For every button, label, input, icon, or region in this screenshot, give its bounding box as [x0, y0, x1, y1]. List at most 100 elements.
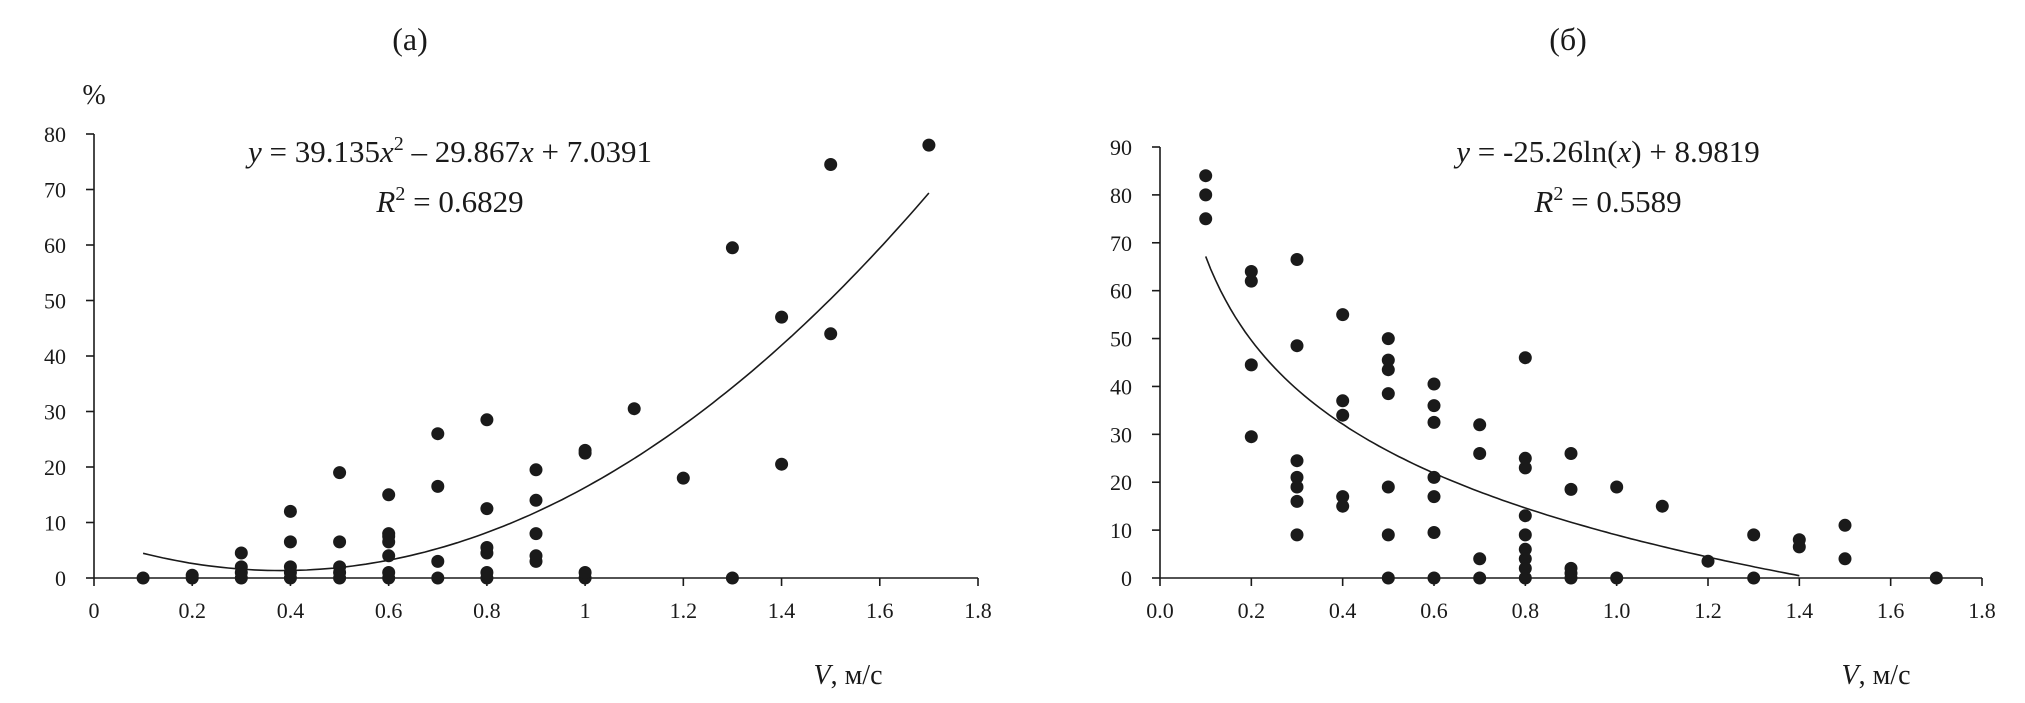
data-point-b: [1199, 169, 1213, 183]
data-point-b: [1290, 253, 1304, 266]
x-tick-label-b: 1.6: [1877, 598, 1905, 623]
data-point-b: [1518, 552, 1532, 566]
data-point-a: [480, 541, 494, 554]
data-point-b: [1381, 363, 1395, 377]
data-point-b: [1427, 470, 1441, 484]
r-squared-a: R2 = 0.6829: [375, 183, 523, 219]
x-tick-label-b: 1.0: [1603, 598, 1631, 623]
x-tick-label-b: 1.2: [1694, 598, 1722, 623]
y-tick-label-b: 50: [1110, 327, 1132, 352]
scatter-points-b: [1199, 169, 1943, 585]
data-point-b: [1701, 554, 1715, 568]
data-point-b: [1610, 571, 1624, 585]
data-point-b: [1199, 188, 1213, 202]
x-tick-label-a: 0.6: [375, 598, 403, 623]
data-point-a: [578, 443, 592, 457]
data-point-b: [1747, 528, 1761, 542]
data-point-a: [333, 560, 347, 574]
y-tick-label-b: 90: [1110, 135, 1132, 160]
data-point-a: [382, 549, 396, 563]
data-point-a: [382, 488, 396, 502]
data-point-b: [1244, 265, 1258, 278]
x-tick-label-a: 1.2: [670, 598, 698, 623]
data-point-a: [234, 560, 248, 574]
x-tick-label-b: 0.6: [1420, 598, 1448, 623]
data-point-b: [1427, 377, 1441, 391]
data-point-b: [1244, 358, 1258, 372]
y-tick-label-b: 80: [1110, 183, 1132, 208]
y-tick-label-a: 70: [44, 178, 66, 203]
y-tick-label-b: 60: [1110, 279, 1132, 304]
y-tick-label-a: 50: [44, 289, 66, 314]
data-point-b: [1473, 571, 1487, 585]
x-tick-label-a: 1.8: [964, 598, 992, 623]
data-point-a: [529, 549, 543, 563]
data-point-b: [1244, 430, 1258, 444]
data-point-b: [1518, 451, 1532, 465]
data-point-b: [1792, 533, 1806, 547]
data-point-a: [725, 241, 739, 255]
data-point-a: [431, 571, 445, 585]
axes-a: 0 0.2 0.4 0.6 0.8 1 1.2 1.4 1.6 1.8 0 10 20 30 40 50 60 7…: [44, 122, 992, 623]
data-point-b: [1290, 470, 1304, 484]
data-point-a: [431, 554, 445, 568]
data-point-b: [1838, 552, 1852, 566]
data-point-a: [283, 560, 297, 574]
data-point-a: [775, 310, 789, 324]
data-point-a: [725, 571, 739, 585]
data-point-a: [529, 463, 543, 477]
trendline-b: [1204, 256, 1800, 577]
data-point-b: [1473, 552, 1487, 566]
y-tick-label-b: 10: [1110, 518, 1132, 543]
x-axis-label-a: V, м/с: [813, 660, 882, 691]
x-tick-label-b: 0.4: [1329, 598, 1357, 623]
data-point-b: [1518, 461, 1532, 475]
data-point-b: [1518, 571, 1532, 585]
x-tick-label-b: 0.8: [1512, 598, 1540, 623]
data-point-b: [1381, 353, 1395, 367]
data-point-a: [775, 457, 789, 471]
data-point-b: [1518, 542, 1532, 556]
axes-b: 0.0 0.2 0.4 0.6 0.8 1.0 1.2 1.4 1.6 1.8 0 10 20 30 40 5…: [1110, 135, 1996, 623]
data-point-a: [578, 566, 592, 579]
data-point-b: [1290, 480, 1304, 494]
data-point-a: [431, 427, 445, 441]
data-point-b: [1473, 447, 1487, 460]
y-tick-label-a: 10: [44, 511, 66, 536]
y-tick-label-b: 20: [1110, 470, 1132, 495]
data-point-a: [185, 568, 199, 582]
y-tick-label-a: 30: [44, 400, 66, 425]
data-point-b: [1518, 561, 1532, 575]
data-point-a: [480, 566, 494, 579]
data-point-b: [1290, 454, 1304, 468]
chart-panel-a: (а) % y = 39.135x2 – 29.867x + 7.0391 R2…: [44, 21, 992, 691]
data-point-b: [1655, 499, 1669, 513]
data-point-b: [1381, 528, 1395, 542]
y-tick-label-a: 0: [55, 566, 66, 591]
y-tick-label-b: 40: [1110, 374, 1132, 399]
data-point-a: [922, 138, 936, 152]
y-tick-label-a: 20: [44, 455, 66, 480]
data-point-b: [1564, 482, 1578, 496]
data-point-b: [1564, 561, 1578, 575]
data-point-b: [1747, 571, 1761, 585]
data-point-b: [1427, 399, 1441, 413]
data-point-a: [627, 402, 641, 416]
data-point-a: [431, 479, 445, 493]
data-point-b: [1929, 571, 1943, 585]
scatter-points-a: [136, 138, 936, 585]
trendline-a: [142, 192, 930, 572]
data-point-b: [1336, 308, 1350, 322]
data-point-b: [1427, 490, 1441, 504]
y-tick-label-b: 0: [1121, 566, 1132, 591]
y-tick-label-a: 40: [44, 344, 66, 369]
data-point-b: [1518, 351, 1532, 365]
x-tick-label-a: 1.6: [866, 598, 894, 623]
x-tick-label-b: 0.0: [1146, 598, 1174, 623]
x-tick-label-a: 1: [580, 598, 591, 623]
data-point-b: [1290, 528, 1304, 542]
y-tick-label-a: 80: [44, 122, 66, 147]
x-tick-label-b: 1.8: [1968, 598, 1996, 623]
trend-equation-a: y = 39.135x2 – 29.867x + 7.0391: [245, 133, 652, 169]
